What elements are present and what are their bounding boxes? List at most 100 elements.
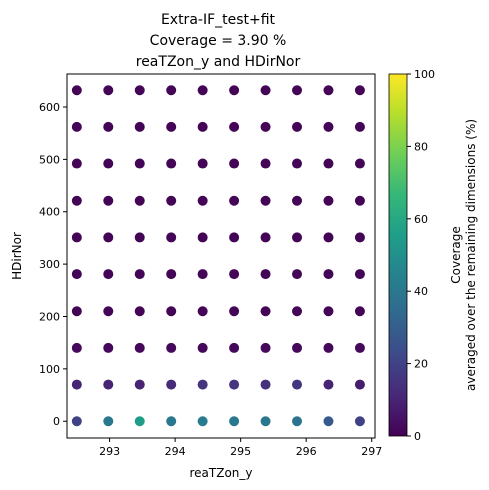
data-point — [72, 416, 82, 426]
data-point — [229, 416, 239, 426]
data-point — [72, 122, 82, 132]
data-point — [292, 196, 302, 206]
data-point — [355, 343, 365, 353]
data-point — [261, 416, 271, 426]
y-axis-label: HDirNor — [10, 232, 24, 280]
chart-title-line-3: reaTZon_y and HDirNor — [136, 54, 301, 70]
data-point — [135, 416, 145, 426]
x-tick-label: 297 — [361, 445, 382, 458]
data-point — [229, 159, 239, 169]
data-point — [103, 159, 113, 169]
data-point — [323, 416, 333, 426]
y-tick-label: 300 — [39, 258, 60, 271]
data-point — [323, 269, 333, 279]
data-point — [292, 232, 302, 242]
data-point — [135, 269, 145, 279]
data-point — [72, 159, 82, 169]
data-point — [261, 380, 271, 390]
data-point — [229, 232, 239, 242]
data-point — [323, 159, 333, 169]
data-point — [135, 159, 145, 169]
data-point — [72, 85, 82, 95]
colorbar-tick-label: 20 — [414, 358, 428, 371]
chart-title-line-2: Coverage = 3.90 % — [150, 33, 287, 49]
data-point — [72, 343, 82, 353]
x-axis-ticks: 293 294 295 296 297 — [99, 438, 382, 458]
data-point — [355, 159, 365, 169]
data-point — [355, 380, 365, 390]
data-point — [103, 306, 113, 316]
data-point — [323, 343, 333, 353]
data-point — [103, 343, 113, 353]
data-point — [292, 269, 302, 279]
data-point — [261, 269, 271, 279]
x-tick-label: 296 — [296, 445, 317, 458]
chart-title-line-1: Extra-IF_test+fit — [161, 12, 276, 28]
data-point — [229, 85, 239, 95]
y-tick-label: 400 — [39, 206, 60, 219]
data-point — [292, 380, 302, 390]
data-point — [229, 122, 239, 132]
data-point — [292, 343, 302, 353]
colorbar-tick-label: 0 — [414, 430, 421, 443]
data-point — [198, 416, 208, 426]
colorbar-label-line-1: Coverage — [449, 226, 463, 284]
colorbar-tick-label: 100 — [414, 68, 435, 81]
x-tick-label: 295 — [230, 445, 251, 458]
data-point — [103, 232, 113, 242]
data-point — [323, 306, 333, 316]
y-tick-label: 200 — [39, 310, 60, 323]
data-point — [166, 306, 176, 316]
data-point — [355, 196, 365, 206]
data-point — [103, 196, 113, 206]
data-point — [198, 159, 208, 169]
data-point — [323, 85, 333, 95]
data-point — [261, 343, 271, 353]
data-point — [166, 343, 176, 353]
data-point — [72, 380, 82, 390]
data-point — [166, 85, 176, 95]
data-point — [198, 85, 208, 95]
colorbar-tick-label: 40 — [414, 285, 428, 298]
data-point — [355, 85, 365, 95]
data-point — [198, 306, 208, 316]
y-tick-label: 0 — [53, 415, 60, 428]
data-point — [103, 416, 113, 426]
data-point — [355, 306, 365, 316]
x-tick-label: 293 — [99, 445, 120, 458]
y-tick-label: 600 — [39, 101, 60, 114]
data-point — [261, 306, 271, 316]
data-point — [323, 196, 333, 206]
data-point — [166, 380, 176, 390]
data-point — [355, 416, 365, 426]
y-tick-label: 500 — [39, 153, 60, 166]
y-axis-ticks: 0 100 200 300 400 500 600 — [39, 101, 67, 428]
data-point — [103, 380, 113, 390]
data-point — [229, 380, 239, 390]
data-point — [72, 196, 82, 206]
data-point — [166, 196, 176, 206]
data-point — [103, 122, 113, 132]
data-point — [198, 343, 208, 353]
data-point — [292, 85, 302, 95]
data-point — [166, 416, 176, 426]
data-point — [292, 306, 302, 316]
colorbar-label: Coverage averaged over the remaining dim… — [449, 119, 478, 391]
data-point — [135, 196, 145, 206]
colorbar — [389, 74, 407, 436]
data-point — [229, 343, 239, 353]
data-point — [323, 232, 333, 242]
data-point — [323, 122, 333, 132]
data-point — [261, 159, 271, 169]
data-point — [292, 159, 302, 169]
colorbar-tick-label: 60 — [414, 213, 428, 226]
data-point — [135, 122, 145, 132]
data-point — [355, 122, 365, 132]
data-point — [166, 269, 176, 279]
data-point — [103, 269, 113, 279]
y-tick-label: 100 — [39, 363, 60, 376]
data-point — [355, 232, 365, 242]
data-point — [72, 232, 82, 242]
data-point — [103, 85, 113, 95]
